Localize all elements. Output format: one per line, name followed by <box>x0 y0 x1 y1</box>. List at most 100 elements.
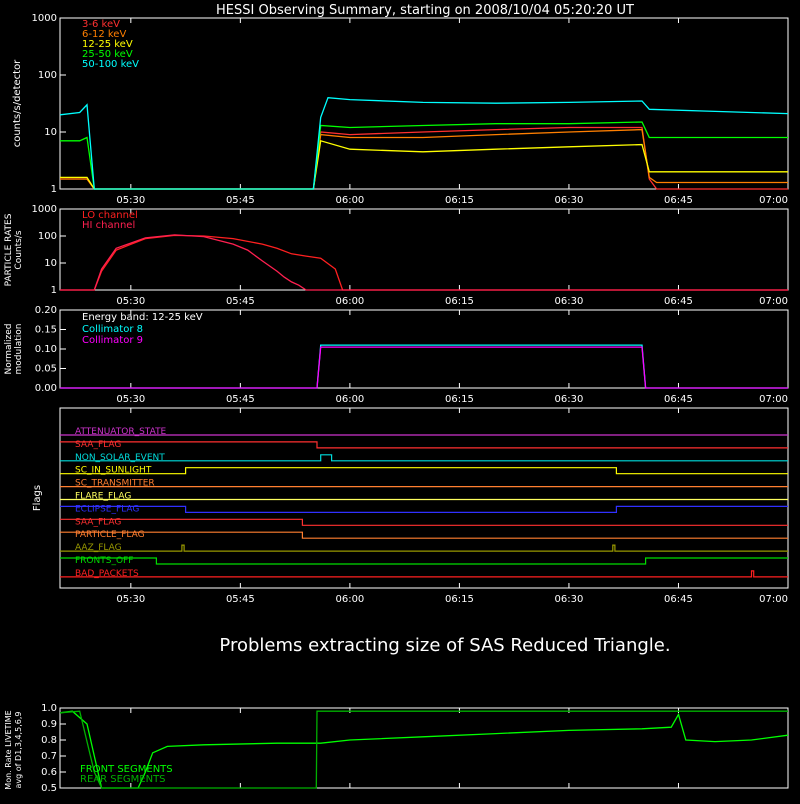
flag-label: ATTENUATOR_STATE <box>75 427 167 437</box>
flag-label: BAD_PACKETS <box>75 569 139 579</box>
y-axis-label-flags: Flags <box>32 485 43 511</box>
legend-entry: 12-25 keV <box>82 39 133 50</box>
y-tick-label: 1 <box>51 285 57 296</box>
x-tick-label: 06:45 <box>664 394 693 405</box>
y-axis-label-modulation: Normalized <box>4 323 14 374</box>
x-tick-label: 05:30 <box>116 296 145 307</box>
series-line-collimator-9 <box>60 346 788 389</box>
series-line-12-25-kev <box>60 139 788 190</box>
page-title: HESSI Observing Summary, starting on 200… <box>216 3 634 18</box>
series-line-hi-channel <box>60 234 788 291</box>
flag-line-sc-in-sunlight <box>60 467 788 475</box>
y-tick-label: 0.5 <box>41 783 57 794</box>
x-tick-label: 06:00 <box>335 296 364 307</box>
y-tick-label: 0.10 <box>35 344 57 355</box>
flag-label: PARTICLE_FLAG <box>75 530 145 540</box>
x-tick-label: 05:30 <box>116 394 145 405</box>
legend-entry: FRONT SEGMENTS <box>80 764 173 775</box>
x-tick-label: 06:45 <box>664 195 693 206</box>
flag-line-aaz-flag <box>60 544 788 552</box>
y-tick-label: 1 <box>51 184 57 195</box>
x-tick-label: 06:00 <box>335 195 364 206</box>
legend-entry: Collimator 8 <box>82 324 143 335</box>
y-tick-label: 0.05 <box>35 364 57 375</box>
x-tick-label: 06:15 <box>445 594 474 605</box>
x-tick-label: 07:00 <box>759 394 788 405</box>
flag-line-eclipse-flag <box>60 505 788 513</box>
series-line-25-50-kev <box>60 121 788 190</box>
x-tick-label: 06:30 <box>555 195 584 206</box>
flag-label: AAZ_FLAG <box>75 543 122 553</box>
flag-label: FRONTS_OFF <box>75 556 133 566</box>
x-tick-label: 07:00 <box>759 296 788 307</box>
y-axis-label-particle-units: Counts/s <box>14 230 24 269</box>
legend-entry: LO channel <box>82 210 138 221</box>
y-tick-label: 0.20 <box>35 305 57 316</box>
legend-entry: HI channel <box>82 220 135 231</box>
y-tick-label: 0.15 <box>35 325 57 336</box>
x-tick-label: 07:00 <box>759 594 788 605</box>
x-tick-label: 06:00 <box>335 594 364 605</box>
series-line-rear-segments <box>59 710 788 789</box>
x-tick-label: 06:45 <box>664 594 693 605</box>
y-axis-label-livetime: Mon. Rate LIVETIME <box>4 710 13 789</box>
x-tick-label: 06:30 <box>555 296 584 307</box>
y-tick-label: 0.00 <box>35 383 57 394</box>
y-tick-label: 1000 <box>32 13 57 24</box>
panel-frame-2 <box>59 208 789 291</box>
status-message: Problems extracting size of SAS Reduced … <box>219 635 670 656</box>
x-tick-label: 05:45 <box>226 594 255 605</box>
flag-line-non-solar-event <box>60 454 788 462</box>
legend-entry: 50-100 keV <box>82 59 139 70</box>
legend-entry: 6-12 keV <box>82 29 126 40</box>
legend-entry: 3-6 keV <box>82 19 120 30</box>
x-tick-label: 05:45 <box>226 296 255 307</box>
flag-label: FLARE_FLAG <box>75 492 131 502</box>
flag-label: SAA_FLAG <box>75 517 121 527</box>
flag-label: SC_IN_SUNLIGHT <box>75 466 152 476</box>
y-axis-label-modulation-2: modulation <box>14 324 24 375</box>
energy-band-annotation: Energy band: 12-25 keV <box>82 312 203 323</box>
series-line-50-100-kev <box>59 97 789 190</box>
y-tick-label: 10 <box>44 258 57 269</box>
panel-frame-4 <box>59 407 789 589</box>
series-line-front-segments <box>59 710 789 789</box>
x-tick-label: 06:15 <box>445 296 474 307</box>
x-tick-label: 06:45 <box>664 296 693 307</box>
series-line-lo-channel <box>60 234 788 291</box>
y-axis-label-counts: counts/s/detector <box>12 59 23 147</box>
y-axis-label-particle: PARTICLE RATES <box>4 213 14 286</box>
flag-label: SAA_FLAG <box>75 440 121 450</box>
x-tick-label: 05:45 <box>226 394 255 405</box>
x-tick-label: 06:15 <box>445 195 474 206</box>
flag-line-saa-flag <box>60 518 788 526</box>
flag-label: ECLIPSE_FLAG <box>75 504 139 514</box>
legend-entry: 25-50 keV <box>82 49 133 60</box>
panel-frame-5 <box>59 707 789 789</box>
series-line-3-6-kev <box>60 126 788 190</box>
y-tick-label: 100 <box>38 231 57 242</box>
flag-line-fronts-off <box>60 557 788 565</box>
legend-entry: REAR SEGMENTS <box>80 774 166 785</box>
flag-line-saa-flag <box>60 441 788 449</box>
x-tick-label: 07:00 <box>759 195 788 206</box>
panel-frame-1 <box>59 17 789 190</box>
y-tick-label: 1000 <box>32 204 57 215</box>
y-axis-label-livetime-2: avg of D1,3,4,5,6,9 <box>14 712 23 789</box>
y-tick-label: 0.9 <box>41 719 57 730</box>
y-tick-label: 10 <box>44 127 57 138</box>
flag-label: NON_SOLAR_EVENT <box>75 453 165 463</box>
x-tick-label: 05:30 <box>116 594 145 605</box>
y-tick-label: 0.7 <box>41 751 57 762</box>
flag-line-bad-packets <box>60 570 788 578</box>
x-tick-label: 05:45 <box>226 195 255 206</box>
x-tick-label: 06:30 <box>555 394 584 405</box>
flag-line-particle-flag <box>60 531 788 539</box>
y-tick-label: 0.8 <box>41 735 57 746</box>
x-tick-label: 05:30 <box>116 195 145 206</box>
y-tick-label: 0.6 <box>41 767 57 778</box>
legend-entry: Collimator 9 <box>82 335 143 346</box>
x-tick-label: 06:00 <box>335 394 364 405</box>
